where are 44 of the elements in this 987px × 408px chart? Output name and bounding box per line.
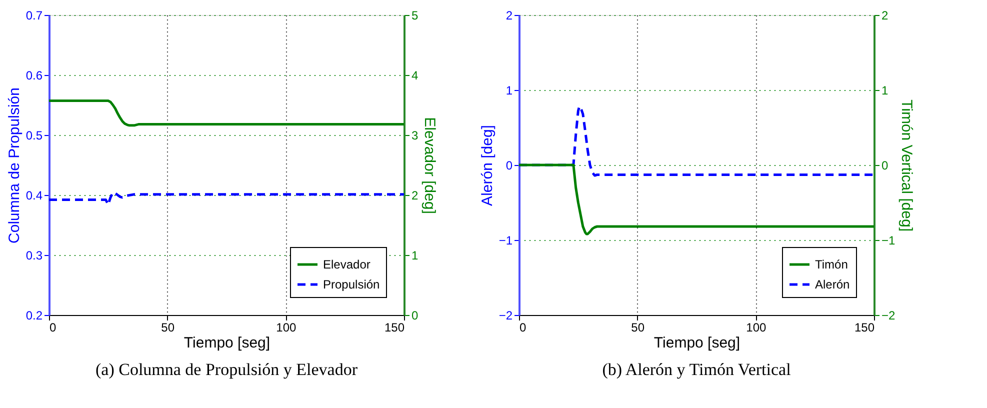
x-tick-label: 100 <box>276 320 296 334</box>
y-axis-title: Columna de Propulsión <box>6 88 23 244</box>
y2-tick-label: 2 <box>412 188 418 202</box>
x-tick-label: 50 <box>161 320 175 334</box>
y2-tick-label: 0 <box>412 308 418 322</box>
x-tick-label: 0 <box>50 320 56 334</box>
legend-label: Timón <box>815 258 848 272</box>
y2-tick-label: 1 <box>412 248 418 262</box>
line-series <box>49 100 404 127</box>
y-tick-label: 0.6 <box>26 68 43 82</box>
y-tick-label: 0.3 <box>26 248 43 262</box>
legend-label: Propulsión <box>323 278 380 292</box>
y-tick-label: 0 <box>506 158 513 172</box>
line-series <box>49 191 404 206</box>
y2-tick-label: −1 <box>882 234 896 248</box>
y2-tick-label: 4 <box>412 68 418 82</box>
y-tick-label: 0.4 <box>26 188 43 202</box>
y2-tick-label: 3 <box>412 128 418 142</box>
x-axis-title: Tiempo [seg] <box>184 334 270 352</box>
x-axis-title: Tiempo [seg] <box>654 334 740 352</box>
y2-tick-label: −2 <box>882 308 896 322</box>
y-tick-label: 0.5 <box>26 128 43 142</box>
legend-label: Elevador <box>323 258 370 272</box>
y-tick-label: −1 <box>498 234 513 248</box>
text: (a) Columna de Propulsión y Elevador <box>95 360 358 379</box>
y-axis-title: Alerón [deg] <box>478 125 496 206</box>
y-tick-label: 2 <box>506 8 513 22</box>
y2-tick-label: 0 <box>882 158 888 172</box>
y2-tick-label: 5 <box>412 8 418 22</box>
y2-tick-label: 2 <box>882 8 888 22</box>
y2-axis-title: Elevador [deg] <box>421 117 438 214</box>
y-tick-label: 0.2 <box>26 308 43 322</box>
x-tick-label: 50 <box>631 320 645 334</box>
x-tick-label: 150 <box>854 320 875 334</box>
y2-axis-title: Timón Vertical [deg] <box>898 99 916 232</box>
y-tick-label: −2 <box>498 308 513 322</box>
x-tick-label: 100 <box>746 320 766 334</box>
x-tick-label: 0 <box>520 320 526 334</box>
x-tick-label: 150 <box>384 320 405 334</box>
legend-label: Alerón <box>815 278 850 292</box>
text: (b) Alerón y Timón Vertical <box>602 360 792 379</box>
y-tick-label: 0.7 <box>26 8 43 22</box>
y-tick-label: 1 <box>506 84 513 98</box>
y2-tick-label: 1 <box>882 84 888 98</box>
